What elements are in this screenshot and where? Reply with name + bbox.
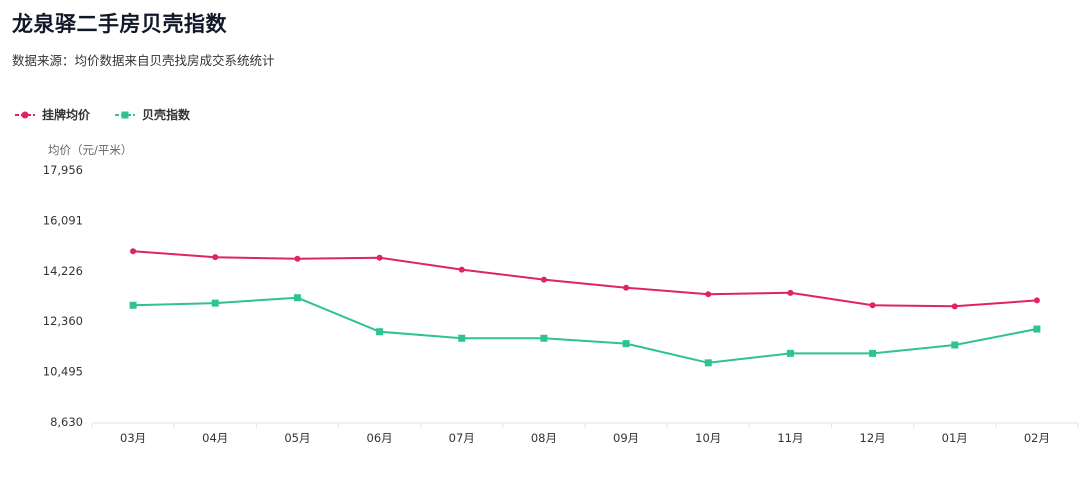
data-point-shell-index [786, 349, 794, 357]
data-point-shell-index [622, 340, 630, 348]
data-point-listing-price [869, 302, 876, 309]
y-tick-label: 10,495 [43, 365, 83, 379]
data-point-shell-index [1033, 325, 1041, 333]
y-tick-label: 12,360 [43, 314, 83, 328]
data-point-shell-index [869, 349, 877, 357]
x-tick-label: 02月 [1024, 431, 1050, 445]
y-tick-label: 16,091 [43, 213, 83, 227]
data-point-listing-price [294, 255, 301, 262]
data-point-listing-price [705, 291, 712, 298]
series-line-listing-price [133, 250, 1037, 308]
x-tick-label: 10月 [695, 431, 721, 445]
data-point-shell-index [540, 334, 548, 342]
data-point-shell-index [129, 301, 137, 309]
data-point-listing-price [212, 254, 219, 261]
legend-line-circle-icon [15, 111, 35, 118]
data-point-listing-price [458, 266, 465, 273]
data-point-shell-index [293, 294, 301, 302]
data-point-listing-price [623, 284, 630, 291]
data-point-shell-index [458, 334, 466, 342]
legend-line-square-icon [115, 111, 136, 118]
y-tick-label: 17,956 [43, 163, 83, 177]
data-point-shell-index [211, 299, 219, 307]
x-tick-label: 04月 [202, 431, 228, 445]
x-tick-label: 12月 [860, 431, 886, 445]
data-point-shell-index [376, 328, 384, 336]
y-tick-label: 14,226 [43, 264, 83, 278]
x-tick-label: 09月 [613, 431, 639, 445]
x-tick-label: 06月 [367, 431, 393, 445]
data-point-listing-price [951, 303, 958, 310]
series-line-shell-index [133, 296, 1038, 364]
x-tick-label: 08月 [531, 431, 557, 445]
x-tick-label: 11月 [777, 431, 803, 445]
data-point-shell-index [951, 341, 959, 349]
x-tick-label: 07月 [449, 431, 475, 445]
data-point-listing-price [787, 289, 794, 296]
legend-item-listing-price[interactable]: 挂牌均价 [14, 106, 90, 123]
chart-legend: 挂牌均价 贝壳指数 [14, 106, 214, 123]
legend-label-listing-price: 挂牌均价 [42, 108, 91, 122]
data-point-listing-price [130, 248, 137, 255]
legend-label-shell-index: 贝壳指数 [142, 108, 191, 122]
x-tick-label: 05月 [284, 431, 310, 445]
data-point-listing-price [376, 254, 383, 261]
x-tick-label: 03月 [120, 431, 146, 445]
legend-item-shell-index[interactable]: 贝壳指数 [114, 106, 190, 123]
chart-subtitle: 数据来源：均价数据来自贝壳找房成交系统统计 [12, 53, 275, 68]
x-tick-label: 01月 [942, 431, 968, 445]
chart-title: 龙泉驿二手房贝壳指数 [12, 12, 227, 36]
y-axis-label: 均价（元/平米） [48, 143, 133, 157]
y-tick-label: 8,630 [50, 415, 83, 429]
data-point-shell-index [704, 359, 712, 367]
data-point-listing-price [540, 276, 547, 283]
data-point-listing-price [1033, 297, 1040, 304]
